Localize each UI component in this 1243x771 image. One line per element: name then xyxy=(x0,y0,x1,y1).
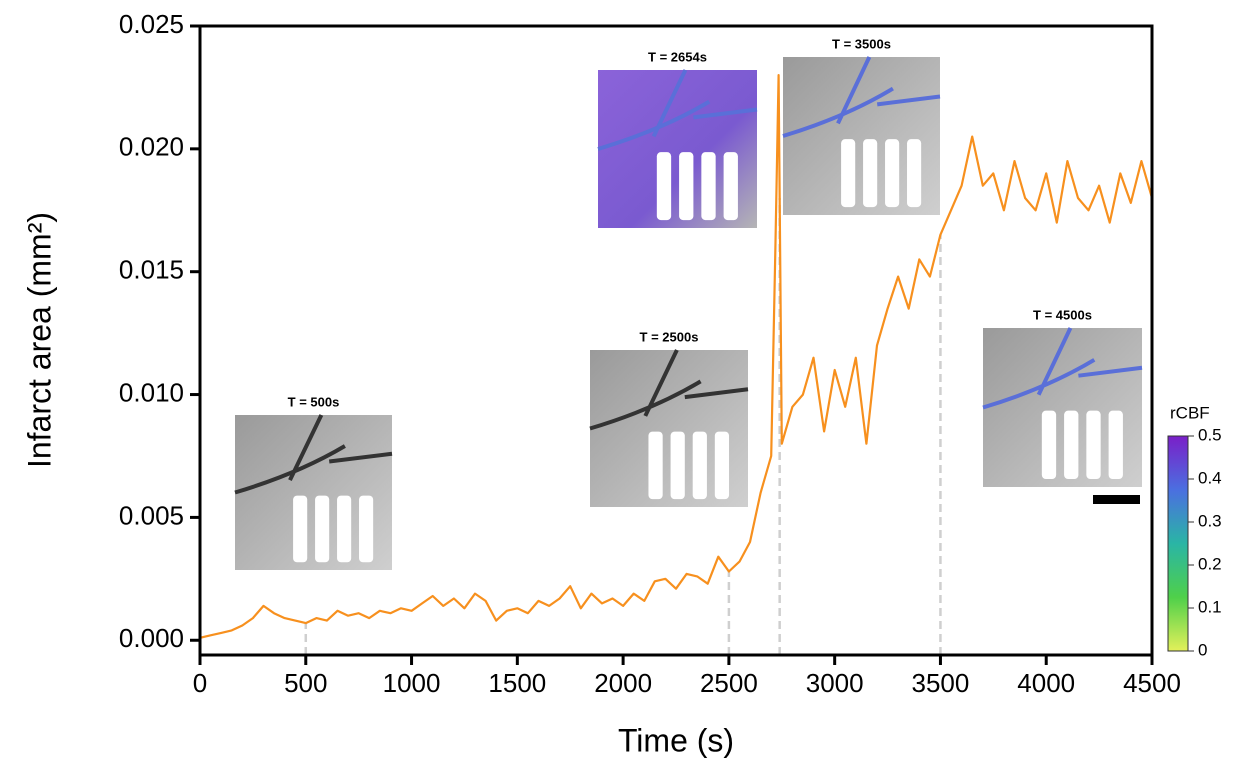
inset-probe xyxy=(723,152,738,221)
inset-probe xyxy=(656,152,672,221)
colorbar-tick-label: 0.3 xyxy=(1198,511,1222,530)
inset-probe xyxy=(337,495,352,563)
x-tick-label: 2500 xyxy=(700,668,758,698)
y-tick-label: 0.000 xyxy=(119,623,184,653)
inset-probe xyxy=(293,495,308,563)
colorbar-tick-label: 0.2 xyxy=(1198,554,1222,573)
colorbar-tick-label: 0.4 xyxy=(1198,468,1222,487)
inset-probe xyxy=(907,139,922,208)
inset-probe xyxy=(714,431,730,500)
y-tick-label: 0.020 xyxy=(119,132,184,162)
x-tick-label: 3500 xyxy=(912,668,970,698)
y-tick-label: 0.005 xyxy=(119,500,184,530)
inset-probe xyxy=(648,431,663,500)
inset-vessel xyxy=(982,327,1143,410)
inset-title: T = 500s xyxy=(288,394,340,409)
colorbar-tick-label: 0.5 xyxy=(1198,425,1222,444)
inset-probe xyxy=(315,495,330,563)
scale-bar xyxy=(1093,495,1140,504)
inset-probe xyxy=(679,152,694,221)
x-tick-label: 1500 xyxy=(488,668,546,698)
x-tick-label: 1000 xyxy=(383,668,441,698)
inset-probe xyxy=(359,495,374,563)
inset-vessel xyxy=(589,349,749,431)
data-line xyxy=(199,74,1154,639)
inset-vessel xyxy=(782,56,941,138)
inset-title: T = 4500s xyxy=(1033,307,1092,322)
x-tick-label: 4500 xyxy=(1123,668,1181,698)
y-axis-label: Infarct area (mm²) xyxy=(21,212,57,468)
inset-title: T = 2500s xyxy=(640,329,699,344)
inset-probe xyxy=(1086,410,1101,480)
plot-frame xyxy=(198,24,1154,657)
colorbar-label: rCBF xyxy=(1170,403,1210,422)
inset-probe xyxy=(885,139,900,208)
colorbar-tick-label: 0.1 xyxy=(1198,597,1222,616)
x-tick-label: 0 xyxy=(193,668,207,698)
inset-vessel xyxy=(597,69,758,151)
x-axis-label: Time (s) xyxy=(618,722,734,758)
inset-probe xyxy=(1064,410,1079,480)
x-tick-label: 2000 xyxy=(594,668,652,698)
colorbar-tick-label: 0 xyxy=(1198,640,1207,659)
colorbar xyxy=(1167,435,1189,652)
inset-title: T = 2654s xyxy=(648,49,707,64)
inset-probe xyxy=(670,431,685,500)
inset-probe xyxy=(841,139,856,208)
inset-probe xyxy=(692,431,707,500)
y-tick-label: 0.015 xyxy=(119,255,184,285)
x-tick-label: 3000 xyxy=(806,668,864,698)
inset-probe xyxy=(863,139,878,208)
inset-probe xyxy=(1041,410,1057,480)
x-tick-label: 4000 xyxy=(1017,668,1075,698)
inset-vessel xyxy=(234,414,393,495)
inset-probe xyxy=(701,152,716,221)
inset-title: T = 3500s xyxy=(832,36,891,51)
y-tick-label: 0.025 xyxy=(119,9,184,39)
x-tick-label: 500 xyxy=(284,668,327,698)
inset-probe xyxy=(1108,410,1123,480)
y-tick-label: 0.010 xyxy=(119,377,184,407)
